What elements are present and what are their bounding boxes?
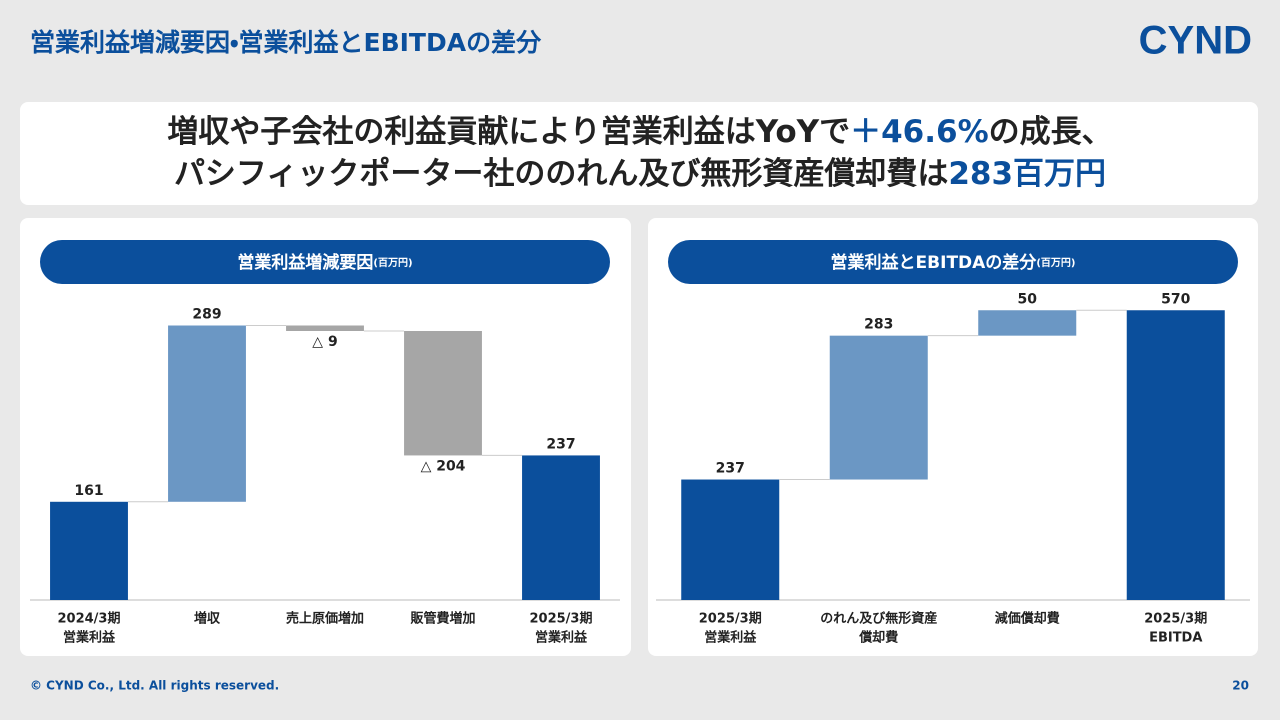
bar — [50, 501, 128, 600]
headline-highlight: ＋46.6% — [850, 114, 989, 150]
value-label: 237 — [546, 436, 575, 452]
x-tick-label: 償却費 — [858, 630, 898, 646]
chart-header — [668, 240, 1238, 284]
chart-title: 営業利益とEBITDAの差分(百万円) — [831, 252, 1076, 273]
value-label: 50 — [1018, 291, 1038, 307]
chart-title: 営業利益増減要因(百万円) — [237, 252, 412, 273]
value-label: 283 — [864, 317, 893, 333]
headline-box — [20, 102, 1258, 205]
chart-title-text: 営業利益増減要因 — [237, 252, 373, 273]
headline-highlight: 283百万円 — [948, 156, 1106, 192]
page-number: 20 — [1232, 679, 1249, 693]
chart-title-text: 営業利益とEBITDAの差分 — [831, 252, 1038, 273]
x-tick-label: 2025/3期 — [1144, 612, 1207, 627]
headline-text: パシフィックポーター社ののれん及び無形資産償却費は — [174, 156, 948, 192]
x-tick-label: 売上原価増加 — [286, 611, 364, 627]
x-tick-label: 増収 — [194, 611, 221, 627]
x-tick-label: 減価償却費 — [995, 611, 1060, 627]
bar — [286, 325, 364, 331]
bar — [522, 455, 600, 600]
value-label: △ 204 — [421, 458, 466, 474]
x-tick-label: EBITDA — [1149, 631, 1202, 646]
x-tick-label: のれん及び無形資産 — [820, 611, 937, 627]
value-label: 161 — [74, 483, 103, 499]
value-label: 289 — [192, 307, 221, 323]
bar — [978, 310, 1077, 336]
slide-title: 営業利益増減要因・営業利益とEBITDAの差分 — [30, 28, 542, 57]
copyright: © CYND Co., Ltd. All rights reserved. — [30, 679, 279, 693]
x-tick-label: 2025/3期 — [699, 612, 762, 627]
bar — [1126, 310, 1225, 600]
bar — [404, 330, 482, 456]
chart-unit: (百万円) — [373, 257, 412, 269]
value-label: 237 — [716, 461, 745, 477]
x-tick-label: 2025/3期 — [530, 612, 593, 627]
x-tick-label: 営業利益 — [535, 630, 588, 646]
value-label: 570 — [1161, 291, 1190, 307]
bar — [829, 335, 928, 480]
logo: CYND — [1139, 19, 1252, 63]
x-tick-label: 営業利益 — [704, 630, 757, 646]
bar — [168, 325, 246, 502]
bar — [681, 479, 780, 600]
x-tick-label: 営業利益 — [63, 630, 116, 646]
headline-line: パシフィックポーター社ののれん及び無形資産償却費は283百万円 — [174, 156, 1106, 192]
value-label: △ 9 — [312, 334, 337, 350]
chart-panel — [648, 218, 1258, 656]
x-tick-label: 販管費増加 — [410, 611, 475, 627]
headline-text: の成長、 — [989, 114, 1113, 150]
headline-text: 増収や子会社の利益貢献により営業利益はYoYで — [167, 114, 850, 150]
chart-header — [40, 240, 610, 284]
headline-line: 増収や子会社の利益貢献により営業利益はYoYで＋46.6%の成長、 — [167, 114, 1112, 150]
chart-unit: (百万円) — [1036, 257, 1075, 269]
x-tick-label: 2024/3期 — [58, 612, 121, 627]
